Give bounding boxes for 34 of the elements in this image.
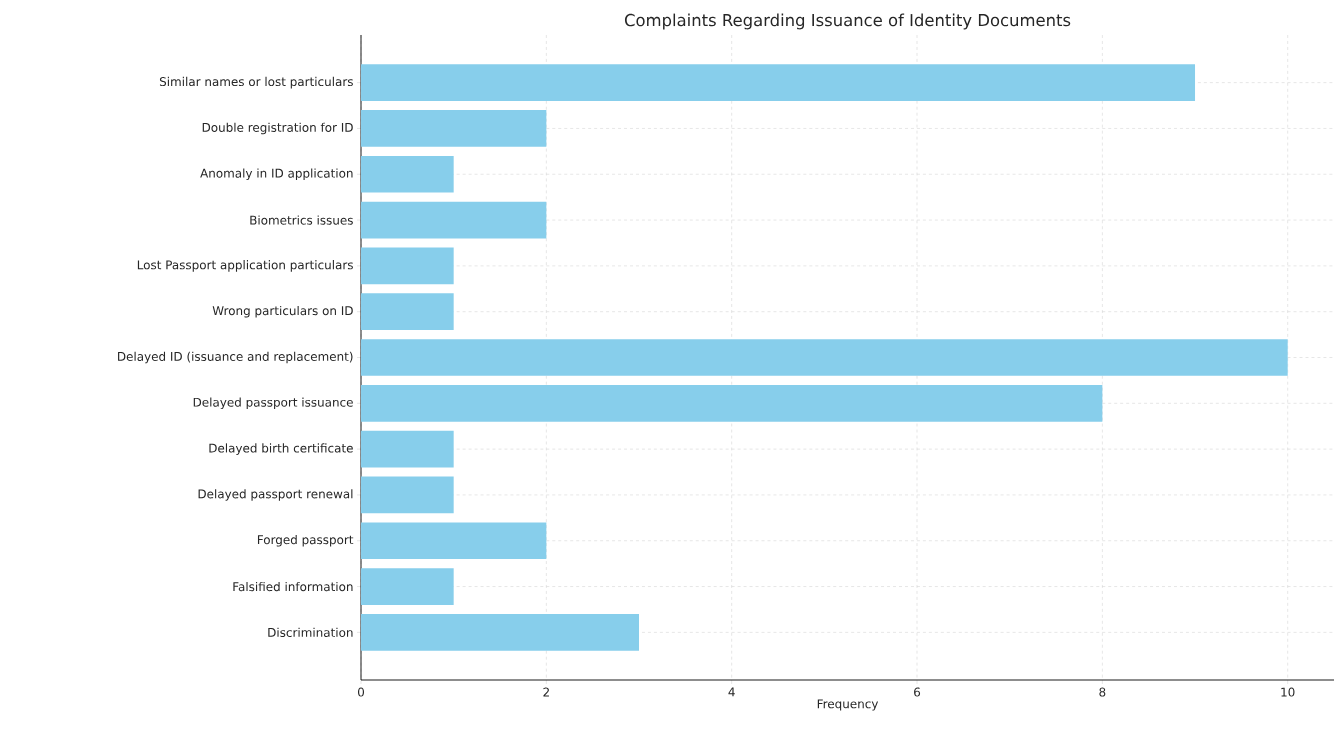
x-tick-label: 0 — [357, 687, 365, 697]
bar — [361, 522, 547, 560]
y-tick-label: Delayed passport renewal — [198, 489, 353, 501]
bar — [361, 476, 454, 514]
bar — [361, 339, 1288, 376]
x-tick-label: 8 — [1099, 687, 1106, 697]
y-tick-label: Falsified information — [233, 581, 353, 592]
chart-title: Complaints Regarding Issuance of Identity Documents — [624, 13, 1071, 30]
y-tick-label: Discrimination — [268, 627, 353, 637]
bar — [361, 614, 640, 651]
x-tick-label: 2 — [543, 687, 549, 697]
bar — [361, 568, 454, 605]
bar — [361, 201, 547, 239]
y-tick-label: Delayed birth certificate — [209, 443, 353, 455]
x-tick-label: 4 — [728, 687, 735, 697]
y-tick-label: Forged passport — [257, 534, 354, 547]
y-tick-label: Biometrics issues — [250, 215, 353, 225]
bar — [361, 430, 454, 468]
y-tick-label: Delayed passport issuance — [193, 397, 353, 410]
y-tick-label: Wrong particulars on ID — [212, 305, 353, 318]
bar — [361, 293, 454, 331]
bar — [361, 110, 547, 147]
x-tick-label: 10 — [1281, 687, 1295, 697]
x-axis-title: Frequency — [817, 699, 879, 711]
y-tick-label: Lost Passport application particulars — [137, 260, 353, 272]
bar — [361, 64, 1196, 101]
y-tick-label: Anomaly in ID application — [200, 168, 353, 181]
y-tick-label: Double registration for ID — [202, 122, 353, 135]
y-tick-label: Similar names or lost particulars — [159, 76, 353, 89]
bar — [361, 247, 454, 285]
bar — [361, 155, 454, 193]
bar — [361, 384, 1103, 422]
y-tick-label: Delayed ID (issuance and replacement) — [118, 351, 353, 364]
x-tick-label: 6 — [914, 687, 921, 697]
